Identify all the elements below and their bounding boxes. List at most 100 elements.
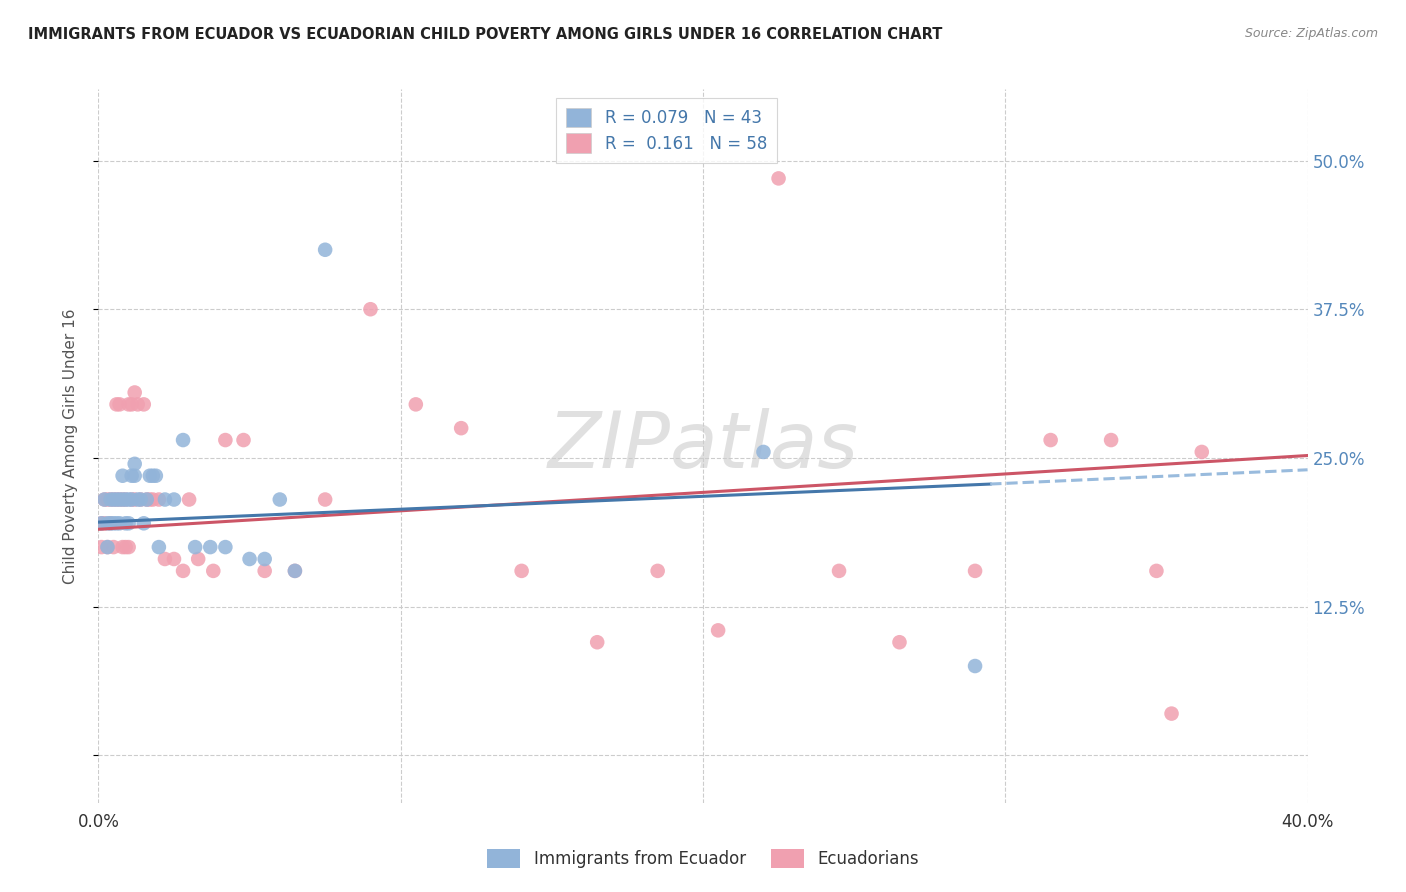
Point [100, 516, 122, 531]
Point [121, 492, 143, 507]
Point [111, 540, 134, 554]
Point [90, 540, 112, 554]
Point [105, 492, 128, 507]
Text: ZIPatlas: ZIPatlas [547, 408, 859, 484]
Point [105, 397, 128, 411]
Point [114, 540, 136, 554]
Point [768, 171, 790, 186]
Point [360, 302, 382, 317]
Point [100, 516, 122, 531]
Point [121, 468, 143, 483]
Point [752, 445, 775, 459]
Point [1191, 445, 1213, 459]
Point [96, 516, 118, 531]
Point [1039, 433, 1062, 447]
Point [90, 516, 112, 531]
Point [105, 516, 128, 531]
Point [93, 516, 115, 531]
Point [100, 492, 122, 507]
Point [108, 492, 131, 507]
Point [184, 540, 207, 554]
Point [118, 516, 141, 531]
Point [965, 564, 987, 578]
Point [118, 397, 141, 411]
Point [1099, 433, 1122, 447]
Point [103, 492, 125, 507]
Point [828, 564, 851, 578]
Point [179, 492, 201, 507]
Text: IMMIGRANTS FROM ECUADOR VS ECUADORIAN CHILD POVERTY AMONG GIRLS UNDER 16 CORRELA: IMMIGRANTS FROM ECUADOR VS ECUADORIAN CH… [28, 27, 942, 42]
Point [314, 243, 336, 257]
Point [124, 385, 146, 400]
Legend: Immigrants from Ecuador, Ecuadorians: Immigrants from Ecuador, Ecuadorians [481, 842, 925, 875]
Point [96, 492, 118, 507]
Point [202, 564, 225, 578]
Point [129, 492, 152, 507]
Point [284, 564, 307, 578]
Point [269, 492, 291, 507]
Point [1144, 564, 1167, 578]
Point [214, 540, 236, 554]
Point [647, 564, 669, 578]
Point [253, 564, 276, 578]
Point [124, 492, 146, 507]
Point [93, 492, 115, 507]
Point [118, 492, 141, 507]
Point [139, 468, 162, 483]
Point [103, 492, 125, 507]
Point [114, 492, 136, 507]
Point [148, 540, 170, 554]
Point [314, 492, 336, 507]
Point [148, 492, 170, 507]
Point [239, 552, 262, 566]
Point [118, 540, 141, 554]
Point [135, 492, 157, 507]
Point [105, 492, 128, 507]
Point [111, 492, 134, 507]
Point [96, 540, 118, 554]
Point [124, 457, 146, 471]
Point [510, 564, 533, 578]
Point [100, 492, 122, 507]
Point [103, 516, 125, 531]
Point [108, 516, 131, 531]
Point [90, 516, 112, 531]
Point [405, 397, 427, 411]
Point [132, 516, 155, 531]
Point [121, 492, 143, 507]
Point [93, 492, 115, 507]
Point [108, 397, 131, 411]
Point [200, 540, 222, 554]
Point [142, 492, 165, 507]
Point [142, 468, 165, 483]
Point [889, 635, 911, 649]
Point [187, 552, 209, 566]
Legend: R = 0.079   N = 43, R =  0.161   N = 58: R = 0.079 N = 43, R = 0.161 N = 58 [557, 97, 778, 162]
Point [114, 516, 136, 531]
Point [172, 564, 194, 578]
Point [132, 397, 155, 411]
Point [108, 492, 131, 507]
Point [127, 397, 149, 411]
Point [586, 635, 609, 649]
Point [96, 540, 118, 554]
Point [153, 552, 176, 566]
Point [707, 624, 730, 638]
Point [253, 552, 276, 566]
Point [163, 492, 186, 507]
Point [127, 492, 149, 507]
Point [284, 564, 307, 578]
Point [114, 492, 136, 507]
Point [172, 433, 194, 447]
Text: Source: ZipAtlas.com: Source: ZipAtlas.com [1244, 27, 1378, 40]
Point [153, 492, 176, 507]
Point [139, 492, 162, 507]
Point [214, 433, 236, 447]
Point [103, 540, 125, 554]
Point [121, 397, 143, 411]
Point [135, 492, 157, 507]
Point [129, 492, 152, 507]
Point [965, 659, 987, 673]
Point [450, 421, 472, 435]
Y-axis label: Child Poverty Among Girls Under 16: Child Poverty Among Girls Under 16 [63, 309, 77, 583]
